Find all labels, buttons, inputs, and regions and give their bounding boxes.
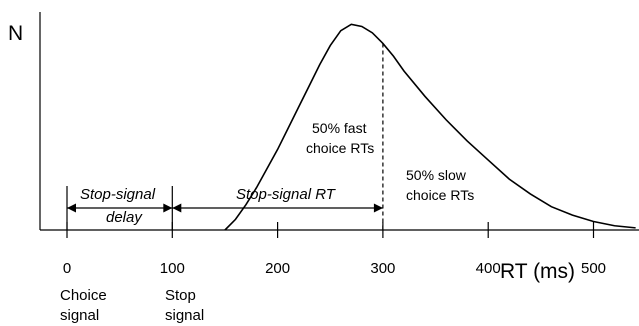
ssd-label-line2: delay: [106, 209, 143, 226]
rt-distribution-curve: [224, 23, 636, 231]
ssd-arrowhead-left: [67, 203, 76, 213]
slow-rts-line2: choice RTs: [406, 187, 474, 203]
x-axis-label: RT (ms): [500, 260, 575, 283]
ssd-arrowhead-right: [163, 203, 173, 213]
slow-rts-line1: 50% slow: [406, 167, 467, 183]
x-tick-label: 500: [581, 260, 606, 277]
ssd-label-line1: Stop-signal: [80, 186, 156, 203]
ssrt-arrowhead-right: [373, 203, 383, 213]
ssrt-label: Stop-signal RT: [236, 186, 337, 203]
fast-rts-line2: choice RTs: [306, 140, 374, 156]
stop-signal-line1: Stop: [165, 287, 196, 304]
fast-rts-line1: 50% fast: [312, 120, 367, 136]
x-tick-label: 100: [160, 260, 185, 277]
x-ticks: 0 100 200 300 400 500: [63, 222, 606, 277]
x-tick-label: 300: [370, 260, 395, 277]
choice-signal-line2: signal: [60, 307, 99, 324]
stop-signal-line2: signal: [165, 307, 204, 324]
choice-signal-line1: Choice: [60, 287, 107, 304]
x-tick-label: 0: [63, 260, 71, 277]
x-tick-label: 400: [476, 260, 501, 277]
ssrt-arrowhead-left: [172, 203, 182, 213]
y-axis-label: N: [8, 22, 23, 45]
x-tick-label: 200: [265, 260, 290, 277]
